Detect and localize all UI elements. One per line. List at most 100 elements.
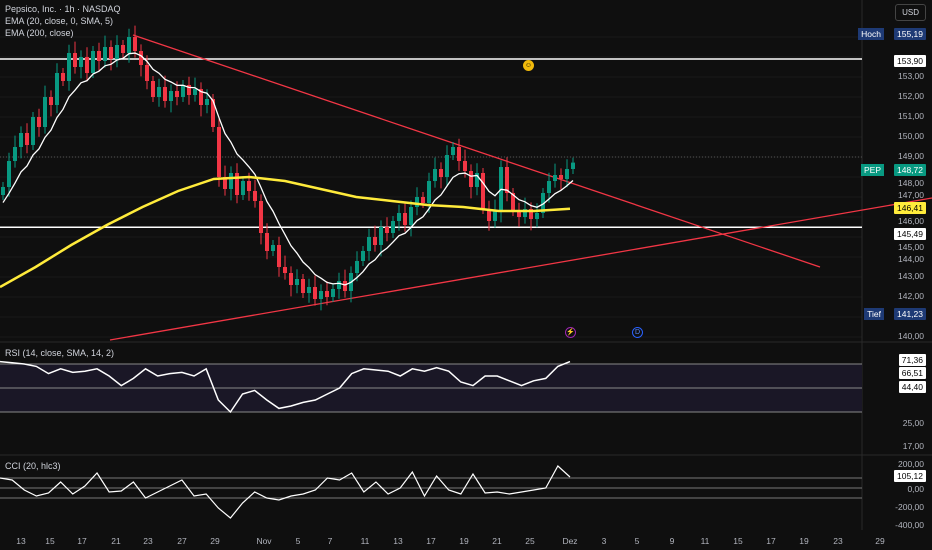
price-tick: 149,00 <box>898 151 924 161</box>
time-tick: 11 <box>360 536 370 546</box>
candle-body <box>79 57 83 67</box>
time-tick: 13 <box>16 536 26 546</box>
candle-body <box>277 245 281 267</box>
candle-body <box>337 281 341 289</box>
time-tick: 27 <box>177 536 187 546</box>
candle-body <box>97 51 101 61</box>
candle-body <box>361 251 365 261</box>
candle-body <box>151 81 155 97</box>
hline-upper-value: 153,90 <box>894 55 926 67</box>
candle-body <box>85 57 89 73</box>
candle-body <box>457 147 461 161</box>
candle-body <box>409 207 413 225</box>
candle-body <box>421 197 425 203</box>
cci-tick: 200,00 <box>898 459 924 469</box>
candle-body <box>67 53 71 81</box>
time-tick: 7 <box>327 536 333 546</box>
ema200-line <box>0 175 571 289</box>
low-value: 141,23 <box>894 308 926 320</box>
candle-body <box>193 89 197 95</box>
candle-body <box>61 73 65 81</box>
rsi-legend[interactable]: RSI (14, close, SMA, 14, 2) <box>5 348 115 358</box>
lightning-event-icon[interactable]: ⚡ <box>565 327 576 338</box>
hline-lower-value: 145,49 <box>894 228 926 240</box>
rsi-tick: 17,00 <box>902 441 924 451</box>
candle-body <box>229 173 233 189</box>
price-tick: 144,00 <box>898 254 924 264</box>
candle-body <box>469 171 473 187</box>
candle-body <box>241 181 245 195</box>
time-tick: 13 <box>393 536 403 546</box>
candle-body <box>13 147 17 161</box>
ema200-legend[interactable]: EMA (200, close) <box>5 28 74 38</box>
chart-legend: Pepsico, Inc. · 1h · NASDAQ EMA (20, clo… <box>5 3 121 39</box>
candle-body <box>259 201 263 233</box>
candle-body <box>547 181 551 193</box>
candle-body <box>139 51 143 65</box>
rsi-level-value: 44,40 <box>898 381 926 393</box>
price-tick: 153,00 <box>898 71 924 81</box>
price-tick: 151,00 <box>898 111 924 121</box>
candle-body <box>463 161 467 171</box>
candle-body <box>223 177 227 189</box>
high-value: 155,19 <box>894 28 926 40</box>
candle-body <box>325 291 329 297</box>
time-tick: 19 <box>459 536 469 546</box>
emoji-icon[interactable]: ☺ <box>523 60 534 71</box>
candle-body <box>307 287 311 293</box>
candle-body <box>169 91 173 101</box>
candle-body <box>541 193 545 213</box>
ema20-legend[interactable]: EMA (20, close, 0, SMA, 5) <box>5 16 114 26</box>
dividend-event-icon[interactable]: D <box>632 327 643 338</box>
candle-body <box>415 197 419 207</box>
candle-body <box>91 51 95 73</box>
candle-body <box>175 91 179 97</box>
time-tick: 21 <box>111 536 121 546</box>
candle-body <box>481 173 485 209</box>
time-tick: 25 <box>525 536 535 546</box>
candle-body <box>163 87 167 101</box>
candle-body <box>295 279 299 285</box>
time-tick: 11 <box>700 536 710 546</box>
candle-body <box>217 127 221 177</box>
candle-body <box>271 245 275 251</box>
candle-body <box>505 167 509 193</box>
time-tick: 5 <box>634 536 640 546</box>
support-trendline <box>109 197 932 341</box>
currency-button[interactable]: USD <box>895 4 926 21</box>
candle-body <box>445 155 449 177</box>
price-tick: 142,00 <box>898 291 924 301</box>
rsi-value: 71,36 <box>898 354 926 366</box>
candle-body <box>529 209 533 219</box>
candle-body <box>385 227 389 233</box>
time-tick: Dez <box>562 536 578 546</box>
symbol-title: Pepsico, Inc. · 1h · NASDAQ <box>5 4 121 14</box>
time-tick: 17 <box>426 536 436 546</box>
rsi-tick: 25,00 <box>902 418 924 428</box>
cci-value: 105,12 <box>894 470 926 482</box>
candle-body <box>187 85 191 95</box>
candle-body <box>73 53 77 67</box>
candle-body <box>247 181 251 191</box>
candle-body <box>487 209 491 221</box>
cci-legend[interactable]: CCI (20, hlc3) <box>5 461 61 471</box>
time-tick: 17 <box>77 536 87 546</box>
candle-body <box>367 237 371 251</box>
candle-body <box>181 85 185 97</box>
candle-body <box>451 147 455 155</box>
time-tick: 3 <box>601 536 607 546</box>
candle-body <box>517 211 521 217</box>
price-tick: 145,00 <box>898 242 924 252</box>
candle-body <box>283 267 287 273</box>
price-tick: 150,00 <box>898 131 924 141</box>
candle-body <box>253 191 257 201</box>
candle-body <box>511 193 515 211</box>
candle-body <box>157 87 161 97</box>
candle-body <box>133 37 137 51</box>
candle-body <box>289 273 293 285</box>
candle-body <box>553 175 557 181</box>
cci-line <box>0 465 571 519</box>
candle-body <box>427 181 431 203</box>
time-tick: 23 <box>833 536 843 546</box>
